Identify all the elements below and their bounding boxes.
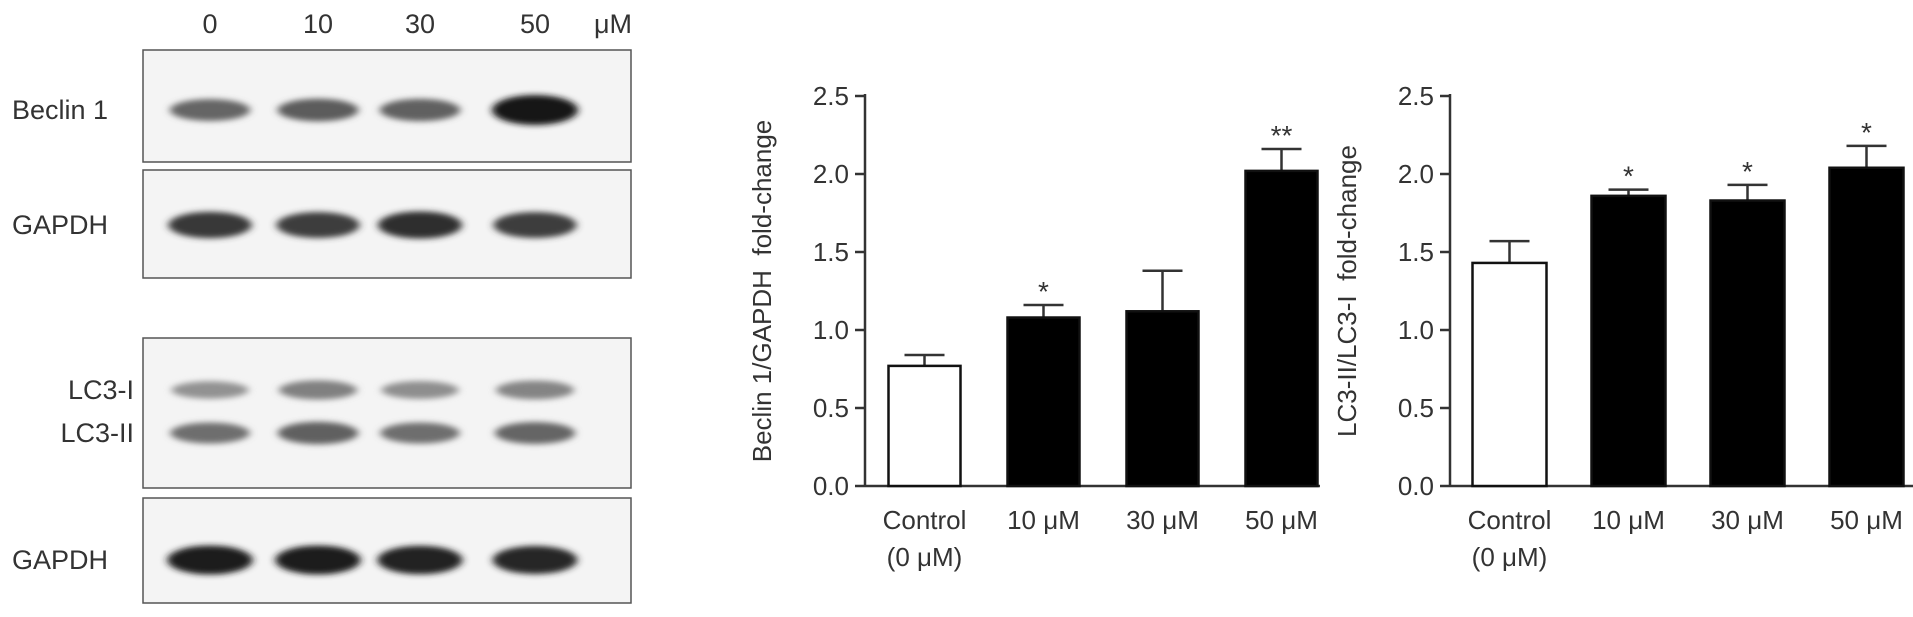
- x-tick-label: 10 μM: [1592, 505, 1665, 535]
- bar: [1828, 166, 1905, 488]
- bar: [1709, 199, 1786, 488]
- significance-mark: *: [1861, 117, 1872, 148]
- lane-label: 50: [520, 9, 550, 39]
- lane-label: 30: [405, 9, 435, 39]
- blot-band: [380, 422, 460, 444]
- x-tick-label: (0 μM): [1472, 542, 1548, 572]
- blot-band: [377, 545, 463, 575]
- protein-label: GAPDH: [12, 545, 108, 575]
- protein-label: GAPDH: [12, 210, 108, 240]
- blot-band: [492, 545, 578, 575]
- blot-band: [495, 380, 575, 400]
- blot-band: [379, 98, 461, 122]
- y-tick-label: 2.5: [1398, 81, 1434, 111]
- y-tick-label: 1.5: [1398, 237, 1434, 267]
- y-tick-label: 1.5: [813, 237, 849, 267]
- blot-band: [275, 545, 361, 575]
- y-tick-label: 0.5: [813, 393, 849, 423]
- x-tick-label: 10 μM: [1007, 505, 1080, 535]
- blot-band: [277, 98, 359, 122]
- protein-label: LC3-II: [60, 418, 134, 448]
- beclin1-bar-chart: 0.0 0.5 1.0 1.5 2.0 2.5 Beclin 1/GAPDH fold-ch…: [747, 81, 1320, 572]
- y-tick-label: 0.0: [813, 471, 849, 501]
- bar: [1244, 169, 1319, 488]
- y-axis-label: Beclin 1/GAPDH fold-change: [747, 120, 777, 463]
- y-tick-label: 2.5: [813, 81, 849, 111]
- blot-band: [278, 380, 358, 400]
- bar: [887, 364, 962, 488]
- blot-panel: [142, 337, 632, 489]
- blot-band: [170, 422, 250, 444]
- blot-band: [493, 211, 577, 239]
- blot-band: [377, 211, 463, 239]
- y-tick-label: 1.0: [813, 315, 849, 345]
- x-tick-label: (0 μM): [887, 542, 963, 572]
- y-tick-label: 1.0: [1398, 315, 1434, 345]
- bar: [1590, 194, 1667, 488]
- blot-band: [169, 99, 251, 121]
- x-tick-label: Control: [883, 505, 967, 535]
- bar: [1006, 316, 1081, 488]
- lane-label: 10: [303, 9, 333, 39]
- bar: [1471, 261, 1548, 488]
- blot-band: [381, 381, 459, 399]
- protein-label: LC3-I: [68, 375, 134, 405]
- significance-mark: **: [1271, 120, 1293, 151]
- blot-band: [494, 422, 576, 444]
- y-tick-label: 2.0: [1398, 159, 1434, 189]
- blot-band: [492, 95, 578, 125]
- blot-band: [277, 421, 359, 445]
- y-tick-label: 2.0: [813, 159, 849, 189]
- protein-label: Beclin 1: [12, 95, 108, 125]
- blot-band: [168, 211, 252, 239]
- y-axis-label: LC3-II/LC3-I fold-change: [1332, 145, 1362, 437]
- blot-band: [276, 211, 360, 239]
- unit-label: μM: [594, 9, 632, 39]
- bar: [1125, 310, 1200, 488]
- x-tick-label: 50 μM: [1830, 505, 1903, 535]
- y-tick-label: 0.5: [1398, 393, 1434, 423]
- significance-mark: *: [1742, 156, 1753, 187]
- lc3-ratio-bar-chart: 0.0 0.5 1.0 1.5 2.0 2.5 LC3-II/LC3-I fold-chan…: [1332, 81, 1913, 572]
- y-tick-label: 0.0: [1398, 471, 1434, 501]
- blot-band: [167, 545, 253, 575]
- significance-mark: *: [1038, 276, 1049, 307]
- lane-label: 0: [202, 9, 217, 39]
- significance-mark: *: [1623, 161, 1634, 192]
- x-tick-label: 30 μM: [1711, 505, 1784, 535]
- blot-band: [171, 381, 249, 399]
- western-blot: 0 10 30 50 μM Beclin 1 GAPDH LC3-I LC3-II GAPDH: [12, 9, 632, 604]
- x-tick-label: Control: [1468, 505, 1552, 535]
- x-tick-label: 50 μM: [1245, 505, 1318, 535]
- x-tick-label: 30 μM: [1126, 505, 1199, 535]
